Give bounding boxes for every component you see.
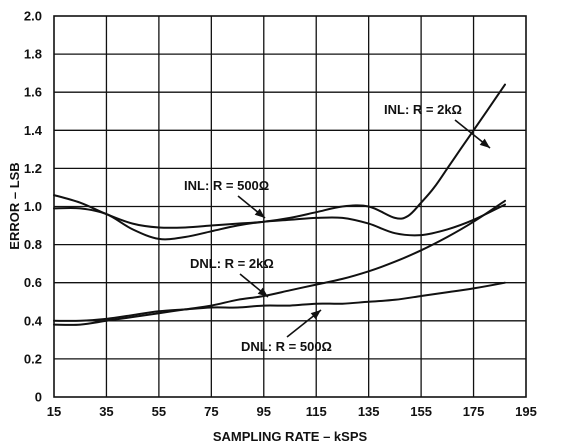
x-tick-label: 95 [257,404,271,419]
y-tick-label: 0.4 [24,313,43,328]
y-tick-label: 0 [35,390,42,405]
series-line-3 [53,199,506,326]
y-tick-label: 2.0 [24,9,42,24]
y-tick-label: 1.8 [24,47,42,62]
series-layer [53,83,506,326]
tick-labels: 15 35 55 75 95 115 135 155 175 195 0 0.2 0.4 0.6 0.8 1.… [24,9,537,420]
y-tick-label: 1.4 [24,123,43,138]
x-tick-label: 175 [463,404,485,419]
x-axis-title: SAMPLING RATE – kSPS [213,429,368,444]
x-tick-label: 195 [515,404,537,419]
annotation-arrowhead [254,208,265,218]
annotation-label: INL: R = 500Ω [184,178,269,193]
x-tick-label: 115 [306,404,327,419]
y-tick-label: 0.8 [24,237,42,252]
series-line-4 [53,281,506,322]
series-line-2 [53,203,506,241]
x-tick-label: 155 [410,404,432,419]
annotation-label: DNL: R = 2kΩ [190,256,274,271]
y-tick-label: 0.2 [24,351,42,366]
annotation-label: INL: R = 2kΩ [384,102,462,117]
series-line-1 [53,83,506,229]
y-tick-label: 1.6 [24,85,42,100]
y-tick-label: 1.2 [24,161,42,176]
annotations: INL: R = 2kΩ INL: R = 500Ω DNL: R = 2kΩ DNL… [184,102,491,354]
y-tick-label: 1.0 [24,199,42,214]
x-tick-label: 55 [152,404,166,419]
y-axis-title: ERROR – LSB [7,162,22,249]
annotation-arrowhead [310,310,321,320]
x-tick-label: 15 [47,404,61,419]
annotation-arrowhead [257,287,268,297]
plot-frame [53,15,527,398]
y-tick-label: 0.6 [24,275,42,290]
x-tick-label: 135 [358,404,380,419]
x-tick-label: 75 [204,404,218,419]
x-tick-label: 35 [99,404,113,419]
annotation-arrowhead [479,138,490,148]
annotation-label: DNL: R = 500Ω [241,339,332,354]
